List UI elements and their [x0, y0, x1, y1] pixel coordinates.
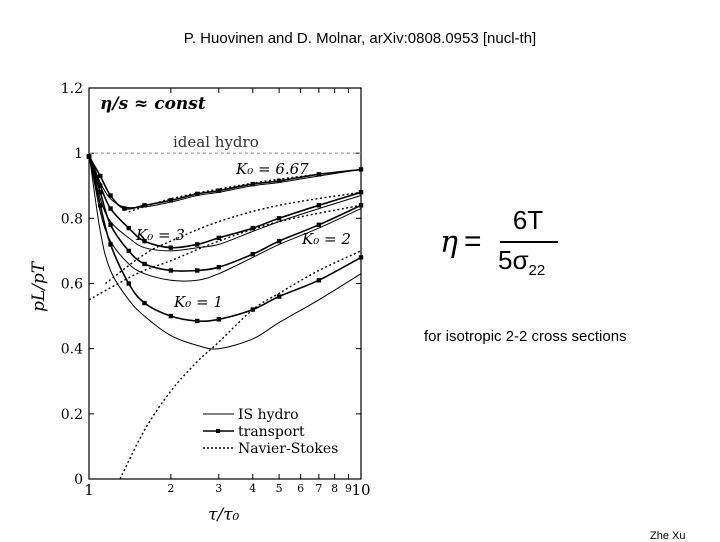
- y-tick-label: 1: [74, 146, 83, 162]
- transport-marker: [108, 193, 113, 198]
- transport-marker: [108, 206, 113, 211]
- x-tick-label: 5: [276, 482, 283, 495]
- transport-marker: [250, 225, 255, 231]
- citation-header: P. Huovinen and D. Molnar, arXiv:0808.09…: [183, 30, 537, 47]
- series-line-transport-k0-667: [88, 156, 362, 210]
- annotation-k0-2: K₀ = 2: [301, 230, 351, 248]
- series-line-is-hydro-k0-667: [88, 153, 362, 209]
- legend-label-navier-stokes: Navier-Stokes: [238, 441, 338, 457]
- transport-marker: [98, 173, 103, 179]
- y-tick-label: 0.4: [61, 342, 83, 358]
- y-tick-label: 0.2: [61, 407, 83, 423]
- transport-marker: [276, 294, 282, 299]
- transport-marker: [98, 190, 103, 195]
- transport-marker: [276, 216, 282, 221]
- transport-marker: [108, 222, 113, 228]
- transport-marker: [276, 178, 282, 184]
- tick-group: 1 2 3 4 5 6 7 8 9 10 0 0.2 0.4 0.6 0.8 1 1.2: [61, 81, 371, 499]
- transport-marker: [195, 191, 200, 197]
- formula-denominator: 5σ22: [498, 245, 545, 279]
- y-tick-label: 0.6: [61, 277, 83, 293]
- transport-marker: [126, 281, 131, 286]
- transport-marker: [250, 251, 255, 257]
- series-line-navier-stokes-k0-3: [105, 191, 362, 285]
- transport-marker: [142, 203, 147, 208]
- x-tick-label: 2: [167, 482, 174, 495]
- transport-marker: [142, 300, 147, 306]
- series-line-navier-stokes-k0-2: [88, 204, 362, 301]
- transport-marker: [316, 278, 322, 283]
- y-tick-label: 1.2: [61, 81, 83, 97]
- x-tick-label: 7: [315, 482, 322, 495]
- formula-denominator-base: 5σ: [498, 245, 529, 275]
- transport-marker: [316, 203, 322, 208]
- annotation-ideal-hydro: ideal hydro: [173, 133, 259, 151]
- legend-label-transport: transport: [238, 424, 305, 440]
- series-line-navier-stokes-k0-1: [119, 250, 362, 480]
- series-line-transport-k0-1: [88, 156, 362, 323]
- chart-title: η/s ≈ const: [100, 94, 206, 114]
- x-tick-label: 1: [84, 481, 94, 499]
- transport-marker: [358, 255, 364, 260]
- series-line-is-hydro-k0-3: [88, 153, 362, 252]
- transport-marker: [216, 188, 221, 193]
- formula-denominator-sub: 22: [528, 262, 546, 280]
- transport-marker: [142, 261, 147, 267]
- formula-fraction-bar: [500, 241, 558, 243]
- transport-marker: [276, 238, 282, 244]
- annotation-k0-3: K₀ = 3: [135, 226, 185, 244]
- transport-marker: [126, 225, 131, 231]
- transport-marker: [216, 317, 221, 322]
- series-group: [86, 153, 364, 480]
- legend-label-is-hydro: IS hydro: [238, 407, 299, 423]
- x-tick-label: 6: [297, 482, 304, 495]
- viscosity-formula: η = 6T 5σ22: [440, 205, 580, 285]
- transport-marker: [98, 183, 103, 188]
- transport-marker: [195, 318, 200, 324]
- x-axis-label: τ/τ₀: [208, 505, 240, 525]
- transport-marker: [168, 245, 174, 250]
- transport-marker: [108, 242, 113, 247]
- transport-marker: [86, 154, 92, 159]
- annotation-k0-667: K₀ = 6.67: [235, 160, 309, 178]
- x-tick-label: 9: [345, 482, 352, 495]
- author-footer: Zhe Xu: [650, 530, 686, 542]
- series-line-navier-stokes-k0-667: [128, 168, 362, 213]
- transport-marker: [358, 167, 364, 172]
- transport-marker: [142, 238, 147, 244]
- legend: IS hydro transport Navier-Stokes: [203, 407, 338, 457]
- formula-equals: =: [464, 225, 482, 258]
- series-line-is-hydro-k0-1: [88, 153, 362, 350]
- legend-swatch-transport-marker: [216, 429, 220, 433]
- transport-marker: [168, 313, 174, 319]
- y-tick-label: 0.8: [61, 211, 83, 227]
- transport-marker: [98, 203, 103, 208]
- y-axis-label: pL/pT: [29, 260, 49, 312]
- annotation-group: η/s ≈ const ideal hydro K₀ = 6.67 K₀ = 3…: [29, 94, 351, 525]
- x-tick-label: 10: [351, 481, 370, 499]
- transport-marker: [168, 268, 174, 273]
- cross-section-note: for isotropic 2-2 cross sections: [424, 328, 627, 345]
- transport-marker: [250, 181, 255, 187]
- transport-marker: [216, 235, 221, 241]
- transport-marker: [122, 206, 127, 211]
- transport-marker: [168, 198, 174, 203]
- x-tick-label: 8: [331, 482, 338, 495]
- transport-marker: [358, 190, 364, 195]
- transport-marker: [216, 265, 221, 270]
- transport-marker: [126, 248, 131, 254]
- series-line-transport-k0-2: [88, 156, 362, 272]
- transport-marker: [195, 242, 200, 247]
- transport-marker: [316, 222, 322, 228]
- annotation-k0-1: K₀ = 1: [173, 293, 223, 311]
- x-tick-label: 4: [249, 482, 256, 495]
- y-tick-label: 0: [74, 472, 83, 488]
- transport-marker: [195, 268, 200, 273]
- formula-eta: η: [440, 225, 458, 260]
- x-tick-label: 3: [215, 482, 222, 495]
- formula-numerator: 6T: [512, 205, 544, 235]
